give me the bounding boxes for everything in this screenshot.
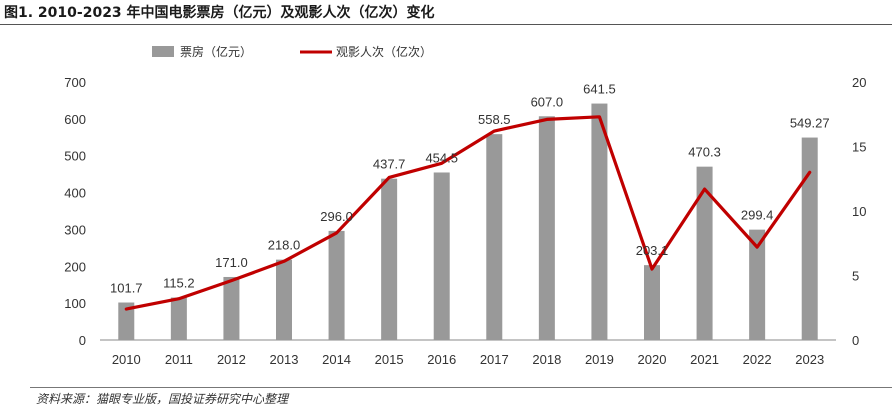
left-axis-tick-label: 100 xyxy=(64,296,86,311)
legend-bar-label: 票房（亿元） xyxy=(180,44,252,59)
attendance-line xyxy=(124,115,812,311)
x-axis-tick-label: 2010 xyxy=(112,352,141,367)
x-axis-tick-label: 2011 xyxy=(165,352,193,367)
x-axis-tick-label: 2020 xyxy=(638,352,667,367)
bar xyxy=(749,229,766,340)
bar-data-label: 171.0 xyxy=(215,255,248,270)
left-axis-tick-label: 400 xyxy=(64,186,86,201)
x-axis-tick-label: 2015 xyxy=(375,352,404,367)
x-axis-tick-label: 2013 xyxy=(270,352,299,367)
bar-data-label: 218.0 xyxy=(268,238,301,253)
bar xyxy=(801,137,818,340)
x-axis-tick-label: 2023 xyxy=(795,352,824,367)
bar-data-label: 454.5 xyxy=(425,150,458,165)
left-axis-tick-label: 700 xyxy=(64,75,86,90)
bar xyxy=(328,230,345,340)
left-axis-tick-label: 0 xyxy=(79,333,86,348)
bar-data-label: 437.7 xyxy=(373,157,406,172)
bar xyxy=(696,166,713,340)
left-axis-tick-label: 600 xyxy=(64,112,86,127)
left-axis-tick-label: 300 xyxy=(64,222,86,237)
x-axis-tick-label: 2016 xyxy=(427,352,456,367)
left-axis-tick-label: 200 xyxy=(64,259,86,274)
bar-data-label: 101.7 xyxy=(110,281,143,296)
right-axis-tick-label: 0 xyxy=(852,333,859,348)
x-axis-tick-label: 2019 xyxy=(585,352,614,367)
bar xyxy=(170,297,187,340)
x-axis-tick-label: 2022 xyxy=(743,352,772,367)
bar xyxy=(276,259,292,340)
bar xyxy=(223,276,240,340)
bar xyxy=(381,178,398,340)
bar xyxy=(433,172,450,340)
x-axis-tick-label: 2021 xyxy=(690,352,719,367)
x-axis-tick-label: 2012 xyxy=(217,352,246,367)
bar-data-label: 558.5 xyxy=(478,112,511,127)
x-axis-tick-label: 2014 xyxy=(322,352,351,367)
right-axis-tick-label: 20 xyxy=(852,75,866,90)
bar xyxy=(118,302,135,340)
right-axis-tick-label: 5 xyxy=(852,269,859,284)
right-axis-tick-label: 15 xyxy=(852,140,866,155)
right-axis-tick-label: 10 xyxy=(852,204,866,219)
bar-data-label: 607.0 xyxy=(531,94,564,109)
legend-bar-swatch xyxy=(152,46,174,57)
bar-data-label: 299.4 xyxy=(741,208,774,223)
bar-data-label: 641.5 xyxy=(583,82,616,97)
source-note: 资料来源：猫眼专业版，国投证券研究中心整理 xyxy=(36,392,289,406)
bar-data-label: 296.0 xyxy=(320,209,353,224)
bar xyxy=(644,265,660,340)
x-axis-tick-label: 2018 xyxy=(532,352,561,367)
bar-data-label: 470.3 xyxy=(688,145,721,160)
left-axis-tick-label: 500 xyxy=(64,149,86,164)
legend-line-label: 观影人次（亿次） xyxy=(336,44,432,59)
title-rule xyxy=(0,24,892,25)
bar-data-label: 203.1 xyxy=(636,243,669,258)
bar-data-label: 115.2 xyxy=(163,276,195,291)
bar xyxy=(591,103,608,340)
source-rule xyxy=(30,387,892,388)
figure-title: 图1. 2010-2023 年中国电影票房（亿元）及观影人次（亿次）变化 xyxy=(4,5,435,21)
bar xyxy=(486,134,503,340)
combo-chart: 0 100 200 300 400 500 600 700 0 5 10 15 20 2010 2011 20… xyxy=(64,44,866,367)
bar xyxy=(538,116,555,340)
x-axis-tick-label: 2017 xyxy=(480,352,509,367)
bar-data-label: 549.27 xyxy=(790,116,830,131)
